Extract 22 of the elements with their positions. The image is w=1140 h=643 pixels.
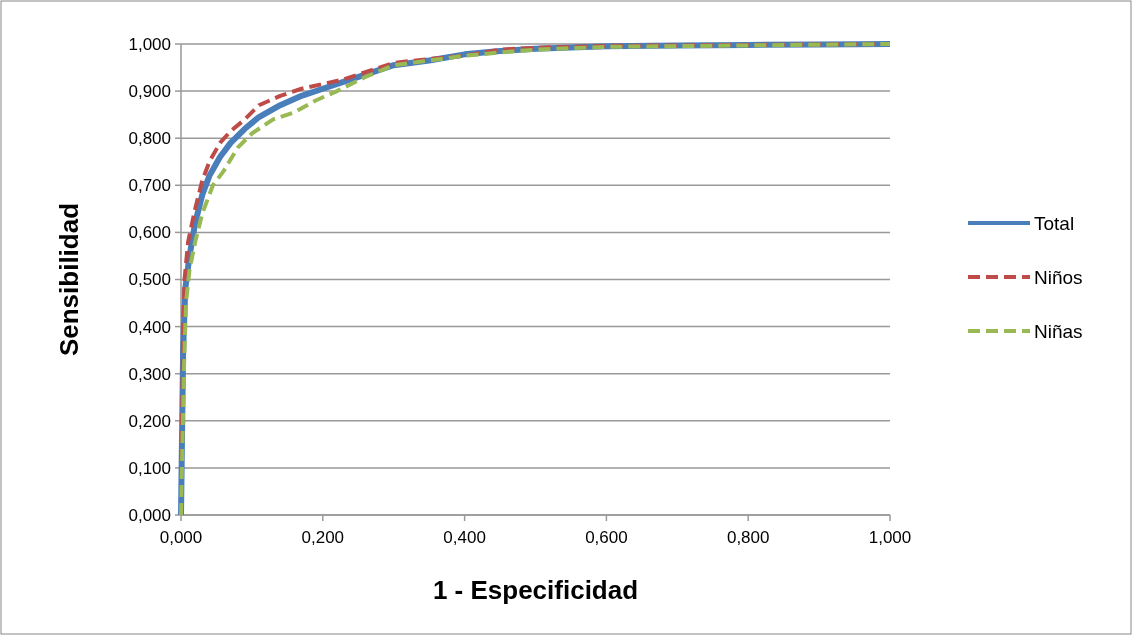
- y-tick-label: 0,300: [128, 364, 171, 384]
- y-tick-label: 0,900: [128, 82, 171, 102]
- y-tick-label: 0,600: [128, 223, 171, 243]
- y-tick-label: 0,800: [128, 129, 171, 149]
- x-tick-label: 0,600: [585, 528, 628, 547]
- x-tick-label: 0,800: [726, 528, 770, 547]
- y-tick-label: 0,200: [128, 411, 171, 431]
- y-tick-label: 0,500: [128, 270, 171, 290]
- legend-label: Niñas: [1034, 320, 1083, 342]
- x-tick-label: 1,000: [868, 528, 912, 547]
- legend-label: Total: [1034, 212, 1075, 234]
- x-axis-title: 1 - Especificidad: [432, 575, 639, 605]
- legend-label: Niños: [1034, 266, 1083, 288]
- y-axis-title: Sensibilidad: [54, 202, 84, 357]
- y-tick-label: 0,000: [128, 505, 171, 525]
- y-tick-label: 0,100: [128, 458, 171, 478]
- x-tick-label: 0,200: [301, 528, 345, 547]
- y-tick-label: 1,000: [128, 34, 171, 54]
- y-tick-label: 0,700: [128, 176, 171, 196]
- y-tick-label: 0,400: [128, 317, 171, 337]
- x-tick-label: 0,000: [159, 528, 203, 547]
- x-tick-label: 0,400: [443, 528, 486, 547]
